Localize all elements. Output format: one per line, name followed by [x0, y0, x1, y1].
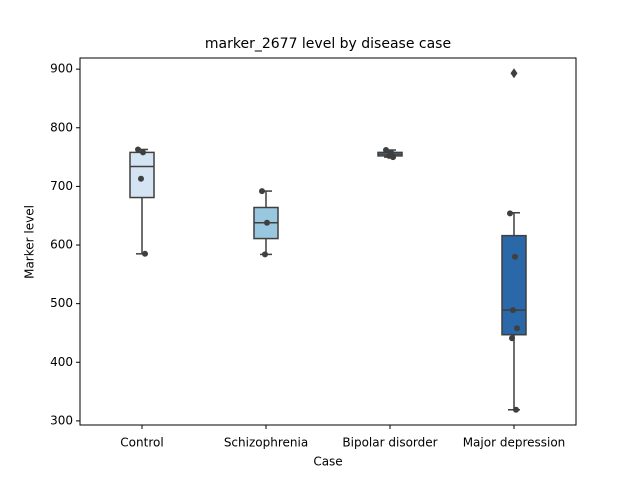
x-axis-label: Case	[313, 455, 342, 469]
box	[129, 151, 155, 199]
point	[390, 154, 396, 161]
y-tick-label: 800	[50, 120, 73, 134]
chart-title: marker_2677 level by disease case	[205, 36, 451, 52]
point	[507, 210, 513, 217]
y-tick-label: 300	[50, 413, 73, 427]
y-tick-label: 700	[50, 179, 73, 193]
outlier	[510, 68, 518, 79]
x-tick-label: Bipolar disorder	[342, 436, 437, 450]
point	[513, 406, 519, 413]
point	[383, 147, 389, 154]
point	[262, 251, 268, 258]
x-tick-label: Control	[120, 436, 163, 450]
point	[510, 307, 516, 314]
point	[140, 149, 146, 156]
point	[142, 250, 148, 257]
point	[514, 325, 520, 332]
point	[264, 219, 270, 226]
x-tick-label: Schizophrenia	[224, 436, 308, 450]
y-axis-label: Marker level	[23, 205, 37, 279]
y-tick-label: 900	[50, 62, 73, 76]
point	[512, 253, 518, 260]
x-tick-label: Major depression	[463, 436, 566, 450]
point	[135, 146, 141, 153]
y-tick-label: 500	[50, 296, 73, 310]
point	[509, 335, 515, 342]
plot-frame	[79, 57, 577, 426]
y-tick-label: 600	[50, 238, 73, 252]
box	[501, 234, 527, 336]
y-tick-label: 400	[50, 355, 73, 369]
point	[259, 188, 265, 195]
point	[138, 175, 144, 182]
